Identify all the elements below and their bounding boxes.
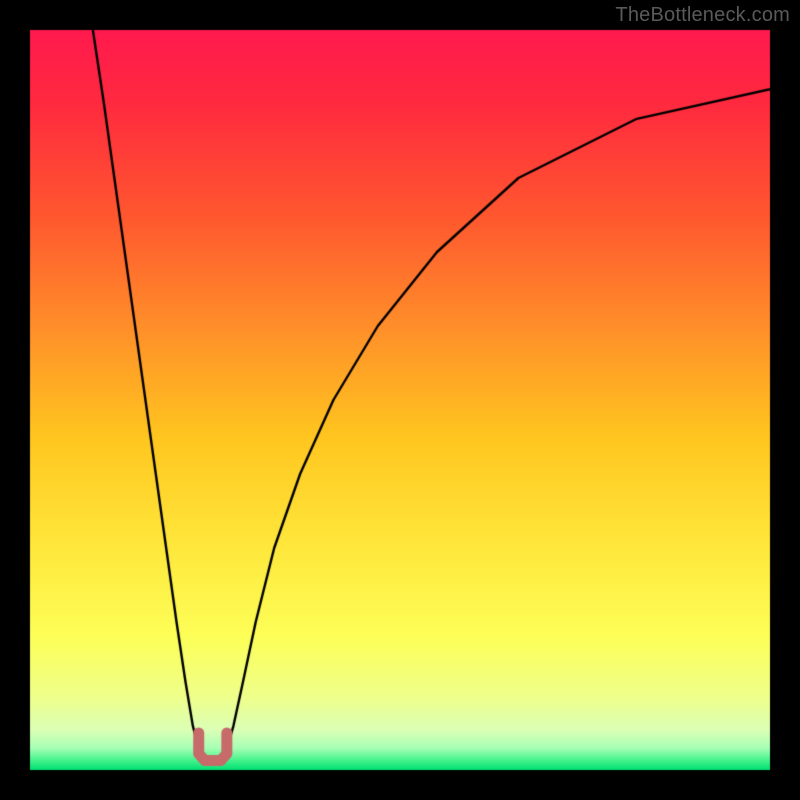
bottleneck-chart: TheBottleneck.com xyxy=(0,0,800,800)
watermark-text: TheBottleneck.com xyxy=(615,4,790,27)
plot-canvas-wrap xyxy=(0,0,800,800)
plot-canvas xyxy=(0,0,800,800)
